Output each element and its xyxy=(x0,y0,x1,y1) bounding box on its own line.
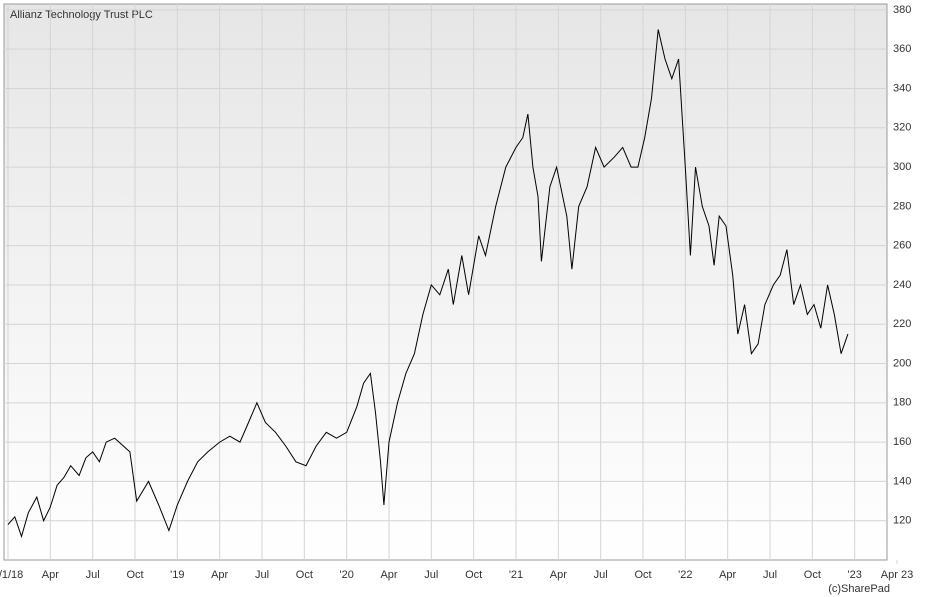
y-tick-label: 120 xyxy=(893,515,911,527)
price-line xyxy=(7,29,849,539)
x-tick-label: Apr xyxy=(550,569,567,581)
y-tick-label: 380 xyxy=(893,4,911,16)
x-tick-label: Oct xyxy=(126,569,143,581)
y-tick-label: 220 xyxy=(893,318,911,330)
x-tick-label: Oct xyxy=(634,569,651,581)
x-tick-label: Jul xyxy=(424,569,438,581)
chart-title: Allianz Technology Trust PLC xyxy=(10,9,153,21)
x-tick-label: '23 xyxy=(847,569,861,581)
x-tick-label: Oct xyxy=(804,569,821,581)
y-tick-label: 200 xyxy=(893,357,911,369)
x-tick-label: Apr xyxy=(42,569,59,581)
y-tick-label: 160 xyxy=(893,436,911,448)
x-tick-label: '22 xyxy=(678,569,692,581)
credit: (c)SharePad xyxy=(828,583,890,595)
x-tick-label: '21 xyxy=(509,569,523,581)
y-tick-label: 140 xyxy=(893,475,911,487)
y-tick-label: 360 xyxy=(893,43,911,55)
y-tick-label: 180 xyxy=(893,397,911,409)
x-tick-label: Apr xyxy=(211,569,228,581)
y-tick-label: 280 xyxy=(893,200,911,212)
y-tick-label: 340 xyxy=(893,82,911,94)
x-tick-label: Apr 23 xyxy=(881,569,913,581)
plot-area xyxy=(3,3,888,561)
x-tick-label: Jul xyxy=(86,569,100,581)
x-tick-label: '19 xyxy=(170,569,184,581)
x-tick-label: Jul xyxy=(594,569,608,581)
y-tick-label: 260 xyxy=(893,240,911,252)
y-tick-label: 320 xyxy=(893,122,911,134)
y-tick-label: 300 xyxy=(893,161,911,173)
x-tick-label: 3/1/18 xyxy=(0,569,23,581)
x-tick-label: Oct xyxy=(465,569,482,581)
x-tick-label: Jul xyxy=(763,569,777,581)
x-tick-label: Apr xyxy=(719,569,736,581)
x-tick-label: Apr xyxy=(380,569,397,581)
x-tick-label: Jul xyxy=(255,569,269,581)
x-tick-label: Oct xyxy=(296,569,313,581)
y-tick-label: 240 xyxy=(893,279,911,291)
x-tick-label: '20 xyxy=(339,569,353,581)
